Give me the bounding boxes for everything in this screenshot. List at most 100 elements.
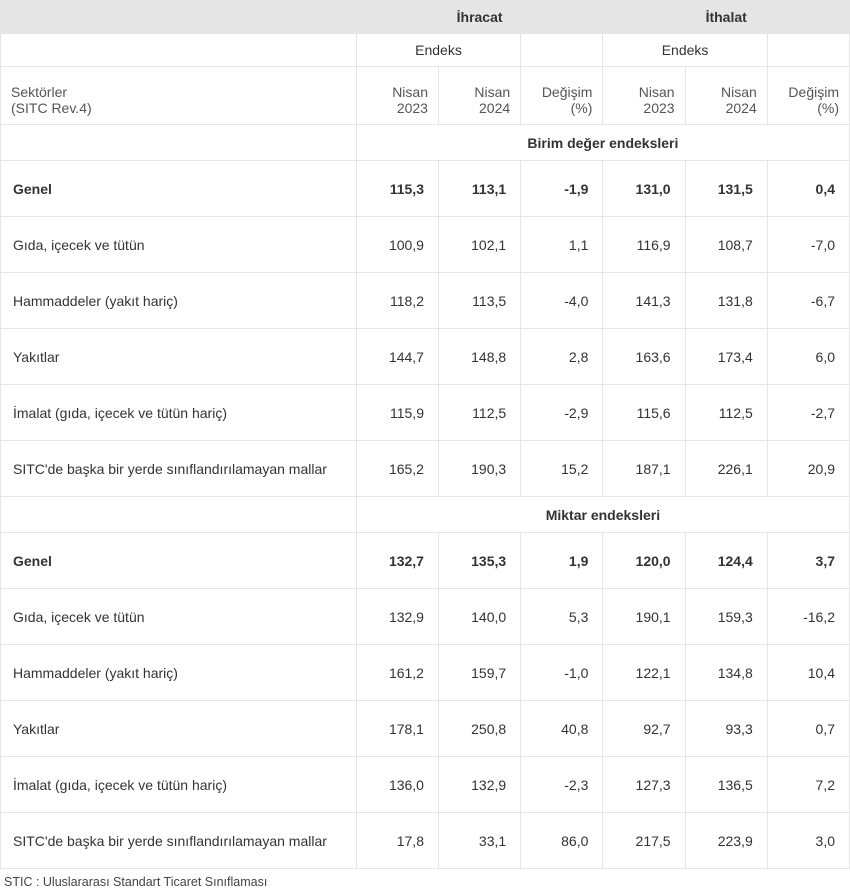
cell: 127,3 [603,757,685,813]
cell: 115,3 [356,161,438,217]
cell: 100,9 [356,217,438,273]
section-quantity-title: Miktar endeksleri [356,497,849,533]
cell: 112,5 [438,385,520,441]
section-quantity: Miktar endeksleri [1,497,850,533]
row-general-label: Genel [1,161,357,217]
import-change-header: Değişim (%) [767,67,849,125]
cell: 131,5 [685,161,767,217]
cell: 0,7 [767,701,849,757]
table-row: Gıda, içecek ve tütün 132,9 140,0 5,3 19… [1,589,850,645]
export-change-header: Değişim (%) [521,67,603,125]
header-row-2: Endeks Endeks [1,34,850,67]
cell: 226,1 [685,441,767,497]
export-2024-header: Nisan 2024 [438,67,520,125]
header-row-3: Sektörler (SITC Rev.4) Nisan 2023 Nisan … [1,67,850,125]
table-row: Yakıtlar 144,7 148,8 2,8 163,6 173,4 6,0 [1,329,850,385]
cell: 178,1 [356,701,438,757]
blank-header [1,1,357,34]
sector-column-header: Sektörler (SITC Rev.4) [1,67,357,125]
cell: 86,0 [521,813,603,869]
cell: 223,9 [685,813,767,869]
table-row: İmalat (gıda, içecek ve tütün hariç) 136… [1,757,850,813]
cell: -2,7 [767,385,849,441]
cell: 131,8 [685,273,767,329]
row-food-label: Gıda, içecek ve tütün [1,217,357,273]
blank-subheader [1,34,357,67]
export-change-blank [521,34,603,67]
cell: 3,0 [767,813,849,869]
export-header: İhracat [356,1,603,34]
cell: 161,2 [356,645,438,701]
cell: -7,0 [767,217,849,273]
cell: -6,7 [767,273,849,329]
table-row: Hammaddeler (yakıt hariç) 161,2 159,7 -1… [1,645,850,701]
cell: 40,8 [521,701,603,757]
cell: 163,6 [603,329,685,385]
table-row: Yakıtlar 178,1 250,8 40,8 92,7 93,3 0,7 [1,701,850,757]
cell: 113,1 [438,161,520,217]
cell: 148,8 [438,329,520,385]
cell: 120,0 [603,533,685,589]
cell: 1,1 [521,217,603,273]
cell: 132,9 [438,757,520,813]
cell: 190,3 [438,441,520,497]
cell: 118,2 [356,273,438,329]
header-row-1: İhracat İthalat [1,1,850,34]
row-manuf-label: İmalat (gıda, içecek ve tütün hariç) [1,757,357,813]
cell: 250,8 [438,701,520,757]
cell: 190,1 [603,589,685,645]
cell: 113,5 [438,273,520,329]
export-index-label: Endeks [356,34,520,67]
section-unit-value-title: Birim değer endeksleri [356,125,849,161]
table-row: SITC'de başka bir yerde sınıflandırılama… [1,441,850,497]
cell: 115,6 [603,385,685,441]
cell: 7,2 [767,757,849,813]
cell: 6,0 [767,329,849,385]
cell: 20,9 [767,441,849,497]
section-unit-value: Birim değer endeksleri [1,125,850,161]
cell: -4,0 [521,273,603,329]
cell: 159,7 [438,645,520,701]
cell: 1,9 [521,533,603,589]
cell: 102,1 [438,217,520,273]
cell: 93,3 [685,701,767,757]
cell: 33,1 [438,813,520,869]
cell: -16,2 [767,589,849,645]
cell: 135,3 [438,533,520,589]
row-other-label: SITC'de başka bir yerde sınıflandırılama… [1,441,357,497]
cell: 124,4 [685,533,767,589]
import-change-blank [767,34,849,67]
cell: 136,5 [685,757,767,813]
section-blank [1,125,357,161]
table-row: Genel 132,7 135,3 1,9 120,0 124,4 3,7 [1,533,850,589]
cell: 2,8 [521,329,603,385]
cell: 144,7 [356,329,438,385]
cell: 17,8 [356,813,438,869]
footnote: STIC : Uluslararası Standart Ticaret Sın… [0,869,850,889]
cell: 3,7 [767,533,849,589]
row-fuels-label: Yakıtlar [1,329,357,385]
trade-index-table: İhracat İthalat Endeks Endeks Sektörler … [0,0,850,869]
cell: 112,5 [685,385,767,441]
import-2023-header: Nisan 2023 [603,67,685,125]
cell: 132,7 [356,533,438,589]
cell: 165,2 [356,441,438,497]
row-food-label: Gıda, içecek ve tütün [1,589,357,645]
cell: 159,3 [685,589,767,645]
cell: 116,9 [603,217,685,273]
cell: 92,7 [603,701,685,757]
row-fuels-label: Yakıtlar [1,701,357,757]
cell: 141,3 [603,273,685,329]
import-index-label: Endeks [603,34,767,67]
table-row: SITC'de başka bir yerde sınıflandırılama… [1,813,850,869]
cell: 10,4 [767,645,849,701]
table-row: İmalat (gıda, içecek ve tütün hariç) 115… [1,385,850,441]
cell: 134,8 [685,645,767,701]
cell: 131,0 [603,161,685,217]
sector-label-line2: (SITC Rev.4) [11,100,92,116]
cell: 115,9 [356,385,438,441]
import-header: İthalat [603,1,850,34]
row-raw-label: Hammaddeler (yakıt hariç) [1,645,357,701]
cell: 187,1 [603,441,685,497]
cell: 15,2 [521,441,603,497]
